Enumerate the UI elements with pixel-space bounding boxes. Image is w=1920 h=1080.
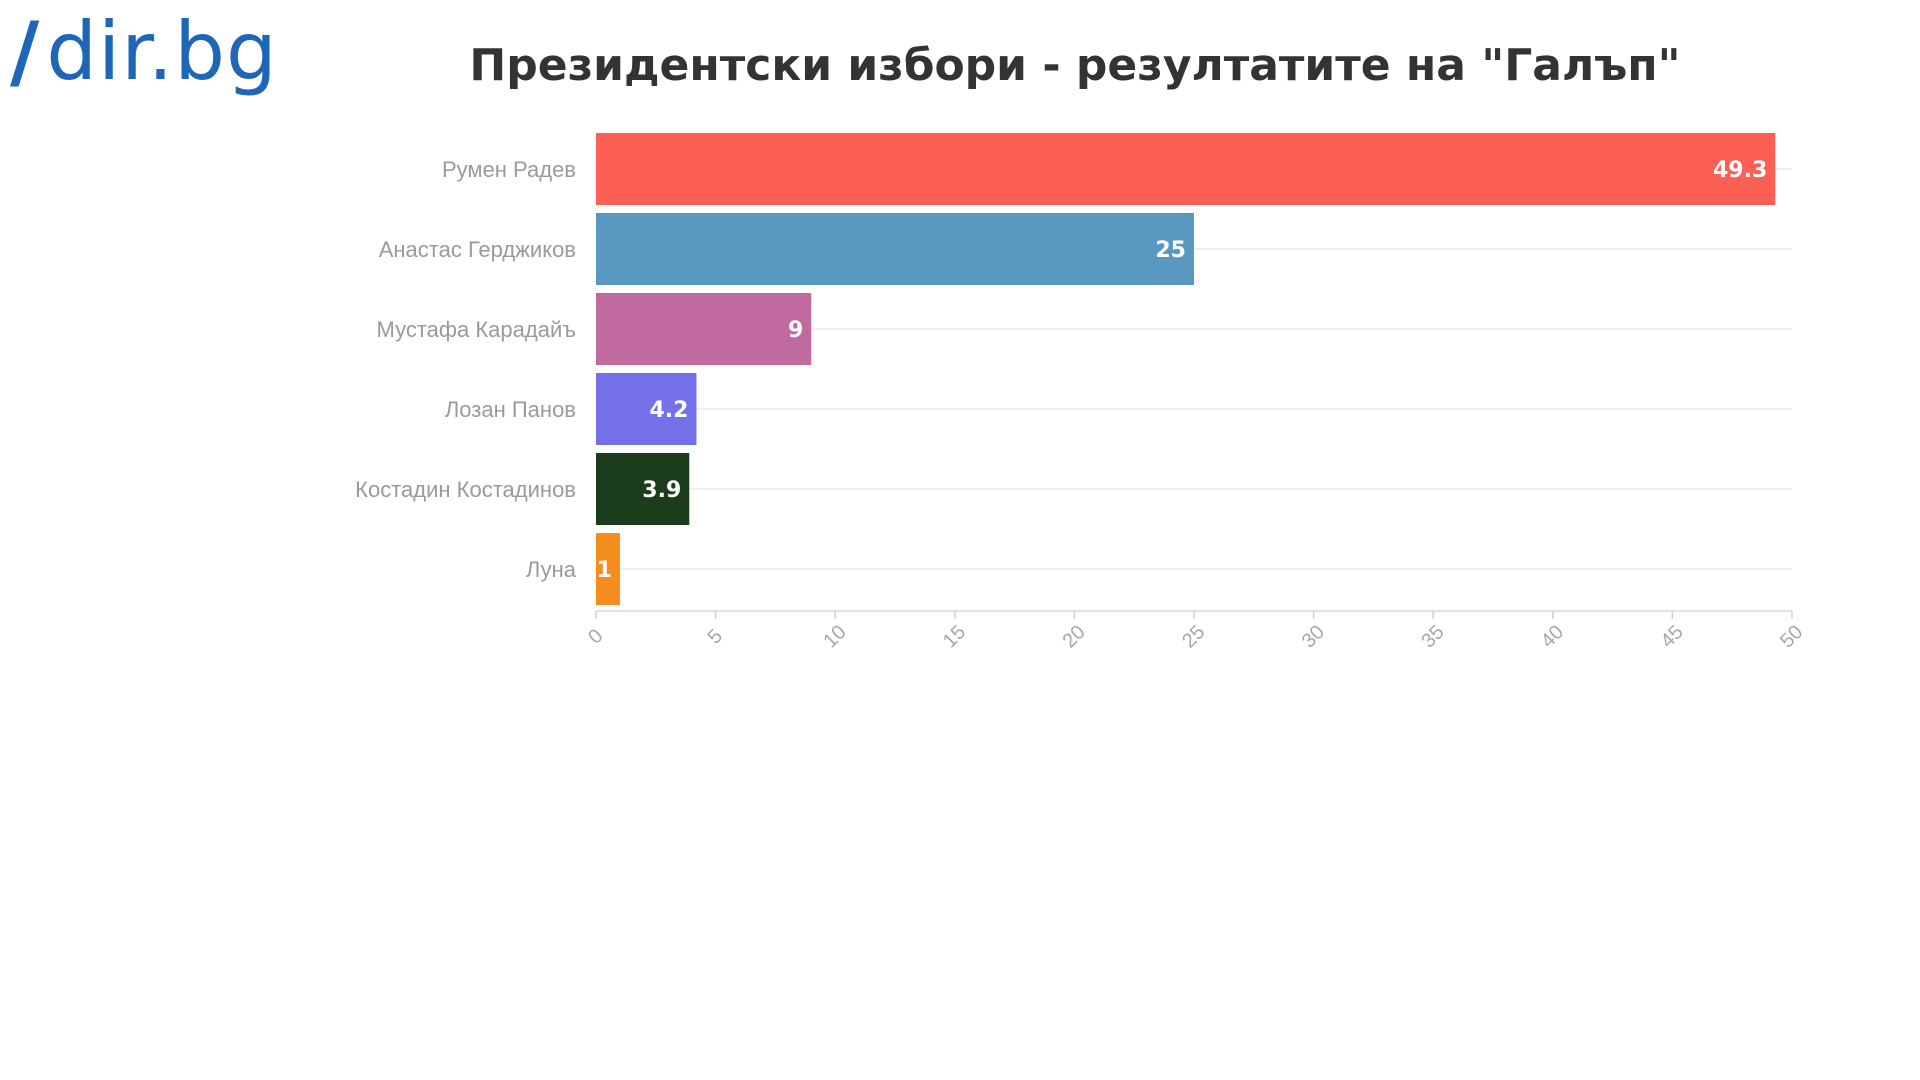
bar — [596, 533, 620, 605]
bar — [596, 133, 1776, 205]
x-tick-label: 45 — [1657, 621, 1688, 652]
category-label: Лозан Панов — [445, 397, 576, 422]
category-label: Мустафа Карадайъ — [377, 317, 576, 342]
x-tick-label: 30 — [1298, 621, 1329, 652]
logo-slash: / — [10, 5, 41, 98]
x-tick-label: 5 — [704, 625, 727, 648]
category-label-layer: Румен Радев Анастас Герджиков Мустафа Кара… — [355, 157, 577, 582]
category-label: Луна — [526, 557, 577, 582]
x-tick-label: 40 — [1537, 621, 1568, 652]
bar — [596, 453, 690, 525]
x-tick-label: 10 — [819, 621, 850, 652]
category-label: Румен Радев — [442, 157, 576, 182]
x-tick-label: 50 — [1776, 621, 1807, 652]
value-label: 49.3 — [1713, 158, 1767, 183]
category-label: Анастас Герджиков — [379, 237, 576, 262]
x-tick-label: 0 — [584, 625, 607, 648]
x-tick-label: 20 — [1059, 621, 1090, 652]
chart-title: Президентски избори - резултатите на "Га… — [469, 40, 1681, 91]
x-tick-label: 15 — [939, 621, 970, 652]
logo-name: dir.bg — [46, 5, 278, 98]
value-label-layer: 49.3 25 9 4.2 3.9 1 — [597, 158, 1768, 583]
bar — [596, 213, 1194, 285]
x-axis: 0 5 10 15 20 25 30 35 40 45 50 — [584, 610, 1807, 652]
bar — [596, 293, 812, 365]
bar-layer — [596, 133, 1776, 605]
value-label: 25 — [1155, 238, 1186, 263]
x-tick-label: 25 — [1178, 621, 1209, 652]
dir-bg-logo[interactable]: / dir.bg — [10, 4, 278, 100]
value-label: 3.9 — [642, 478, 681, 503]
bar — [596, 373, 697, 445]
category-label: Костадин Костадинов — [355, 477, 576, 502]
value-label: 4.2 — [649, 398, 688, 423]
x-tick-label: 35 — [1417, 621, 1448, 652]
value-label: 1 — [597, 558, 612, 583]
value-label: 9 — [788, 318, 803, 343]
